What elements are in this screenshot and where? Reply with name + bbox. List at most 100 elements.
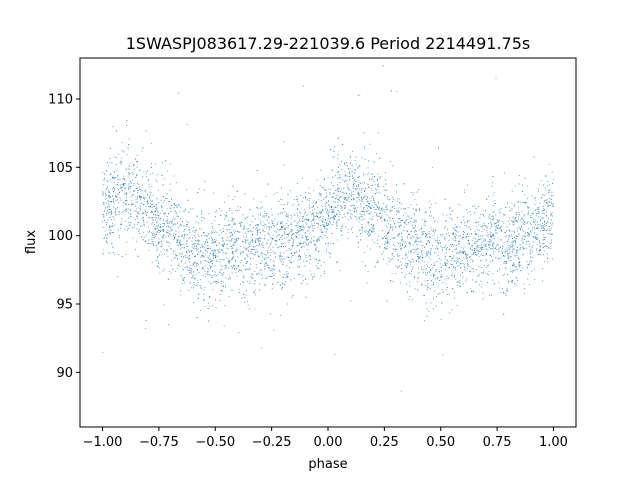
- data-point: [258, 256, 260, 258]
- data-point: [452, 238, 454, 240]
- data-point: [459, 235, 461, 237]
- data-point: [226, 252, 228, 254]
- data-point: [452, 227, 454, 229]
- data-point: [129, 209, 131, 211]
- data-point: [153, 237, 155, 239]
- data-point: [257, 207, 259, 210]
- data-point: [431, 215, 433, 217]
- data-point: [245, 235, 247, 237]
- data-point: [545, 174, 547, 177]
- data-point: [110, 219, 112, 221]
- data-point: [158, 238, 160, 240]
- data-point: [273, 274, 275, 276]
- data-point: [362, 208, 365, 210]
- data-point: [503, 231, 505, 233]
- data-point: [479, 239, 481, 241]
- data-point: [278, 234, 280, 236]
- data-point: [512, 242, 514, 244]
- data-point: [510, 246, 512, 248]
- data-point: [516, 255, 518, 257]
- data-point: [290, 215, 292, 217]
- data-point: [377, 243, 379, 245]
- data-point: [437, 236, 439, 238]
- data-point: [430, 248, 432, 250]
- data-point: [471, 290, 473, 292]
- data-point: [138, 210, 140, 212]
- data-point: [173, 237, 176, 239]
- data-point: [106, 170, 108, 172]
- data-point: [529, 253, 531, 255]
- data-point: [207, 233, 209, 235]
- data-point: [465, 237, 467, 239]
- data-point: [198, 188, 200, 190]
- data-point: [269, 228, 271, 230]
- data-point: [142, 219, 145, 221]
- data-point: [431, 284, 433, 286]
- data-point: [151, 231, 153, 234]
- data-point: [509, 268, 511, 270]
- data-point: [161, 253, 163, 256]
- data-point: [201, 245, 203, 247]
- data-point: [386, 189, 388, 191]
- data-point: [496, 249, 498, 251]
- data-point: [267, 247, 270, 249]
- data-point: [223, 218, 225, 220]
- data-point: [551, 195, 553, 197]
- data-point: [483, 255, 485, 257]
- data-point: [427, 286, 429, 288]
- data-point: [336, 194, 338, 196]
- data-point: [102, 191, 104, 193]
- data-point: [484, 239, 487, 241]
- data-point: [328, 252, 330, 254]
- data-point: [363, 202, 365, 204]
- data-point: [499, 227, 501, 229]
- data-point: [401, 232, 403, 234]
- data-point: [286, 250, 288, 252]
- data-point: [299, 228, 301, 230]
- data-point: [490, 223, 493, 225]
- data-point: [273, 269, 275, 271]
- data-point: [518, 258, 520, 261]
- data-point: [392, 220, 394, 222]
- data-point: [452, 267, 454, 269]
- data-point: [415, 230, 417, 232]
- data-point: [435, 245, 437, 247]
- data-point: [523, 238, 525, 240]
- data-point: [389, 226, 391, 228]
- data-point: [539, 224, 541, 226]
- data-point: [142, 217, 145, 219]
- data-point: [162, 270, 164, 272]
- data-point: [296, 266, 298, 268]
- data-point: [492, 182, 494, 184]
- data-point: [163, 213, 165, 215]
- data-point: [424, 236, 427, 238]
- data-point: [513, 232, 516, 234]
- data-point: [262, 246, 264, 248]
- data-point: [345, 179, 347, 181]
- data-point: [107, 189, 110, 191]
- data-point: [217, 252, 219, 254]
- data-point: [345, 226, 347, 228]
- data-point: [425, 274, 427, 276]
- data-point: [481, 246, 483, 248]
- data-point: [281, 199, 283, 201]
- data-point: [158, 262, 160, 264]
- data-point: [505, 236, 507, 238]
- data-point: [272, 268, 274, 270]
- data-point: [347, 238, 349, 240]
- data-point: [527, 233, 529, 235]
- data-point: [246, 216, 248, 218]
- data-point: [249, 263, 252, 265]
- data-point: [290, 279, 292, 281]
- data-point: [245, 233, 247, 235]
- data-point: [547, 202, 549, 204]
- data-point: [333, 221, 335, 223]
- data-point: [121, 221, 123, 223]
- data-point: [396, 90, 398, 93]
- data-point: [236, 238, 238, 240]
- data-point: [533, 220, 535, 223]
- data-point: [214, 281, 216, 283]
- data-point: [551, 171, 553, 173]
- data-point: [317, 239, 319, 241]
- data-point: [306, 283, 308, 285]
